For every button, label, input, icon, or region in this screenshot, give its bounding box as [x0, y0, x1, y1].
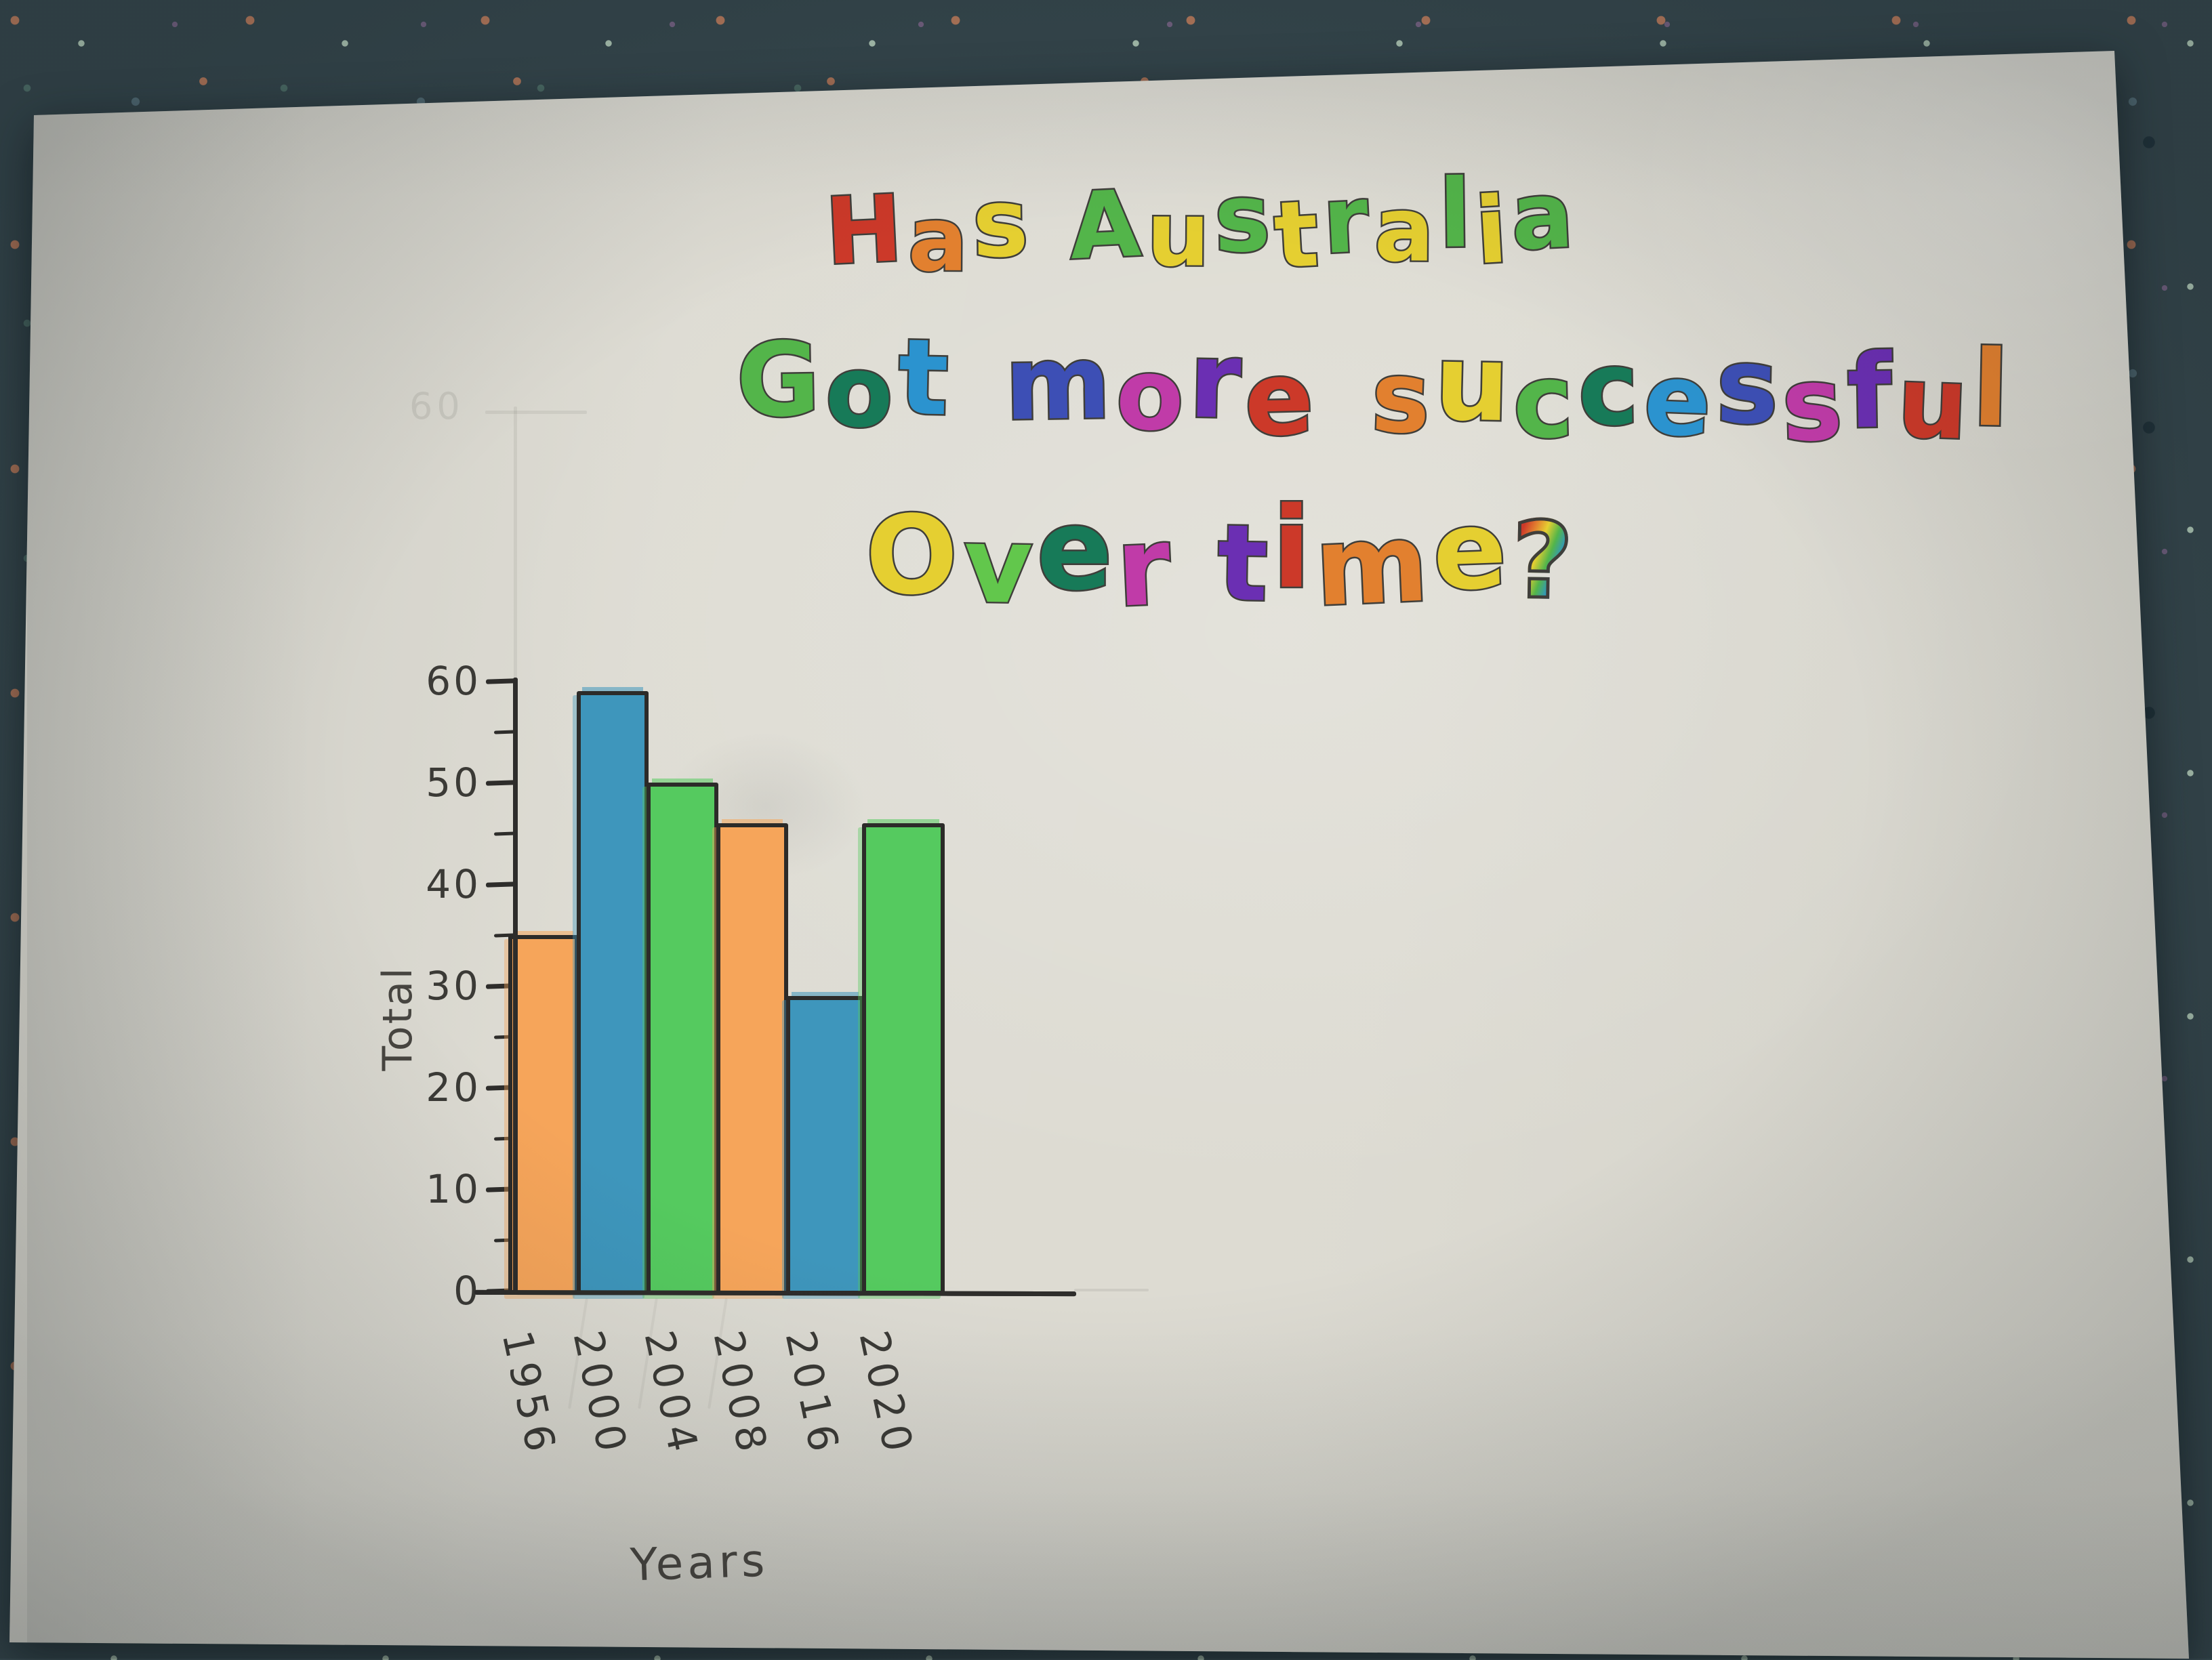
title-letter: a: [1374, 185, 1434, 274]
faint-pencil-xaxis-extension: [1074, 1289, 1149, 1291]
y-axis-line-overdraw: [513, 678, 518, 1294]
y-tick-major: [486, 881, 516, 888]
title-letter: i: [1273, 493, 1311, 604]
title-letter: a: [1509, 169, 1575, 263]
x-tick-label: 2004: [635, 1327, 708, 1461]
y-tick-major: [486, 780, 516, 786]
title-letter: t: [1216, 510, 1269, 616]
y-tick-label: 60: [380, 655, 481, 707]
bar-2020: [862, 823, 945, 1295]
x-tick-label: 2020: [850, 1327, 923, 1461]
title-letter: t: [897, 325, 949, 431]
bar-2000: [577, 691, 649, 1295]
title-word-space: [1318, 441, 1366, 442]
title-letter: H: [823, 183, 904, 278]
title-letter: v: [963, 512, 1033, 619]
x-tick-label: 1956: [493, 1327, 566, 1461]
title-letter: r: [1188, 329, 1242, 434]
title-letter: f: [1847, 341, 1893, 443]
bar-1956: [508, 935, 579, 1295]
title-letter: r: [1114, 512, 1172, 622]
title-letter: s: [1781, 354, 1844, 457]
bar-2016: [786, 996, 864, 1295]
faint-pencil-60: 60: [409, 385, 464, 428]
x-tick-label: 2008: [704, 1327, 777, 1461]
title-letter: m: [1004, 332, 1111, 435]
faint-pencil-y-extension: [514, 407, 517, 684]
title-letter: G: [736, 329, 821, 432]
y-tick-label: 50: [380, 757, 481, 808]
bar-2004: [647, 783, 718, 1295]
y-tick-label: 10: [380, 1163, 481, 1215]
title-letter: e: [1431, 495, 1508, 606]
y-tick-major: [486, 678, 516, 684]
title-letter: u: [1896, 353, 1969, 454]
title-letter: u: [1147, 190, 1210, 278]
title-letter: A: [1068, 178, 1143, 273]
title-letter: l: [1972, 337, 2010, 442]
title-letter: s: [1214, 171, 1271, 266]
title-letter: ?: [1511, 507, 1574, 614]
title-letter: o: [1115, 345, 1186, 446]
paper-shade-left: [27, 102, 312, 1660]
y-tick-label: 20: [380, 1062, 481, 1113]
title-letter: c: [1512, 351, 1575, 454]
faint-pencil-top-tick: [485, 411, 587, 414]
paper-shade-bottom: [0, 1491, 2212, 1659]
title-letter: m: [1313, 508, 1431, 621]
bar-2008: [716, 823, 788, 1295]
title-letter: e: [1642, 350, 1713, 451]
title-letter: l: [1438, 167, 1471, 262]
title-letter: s: [1715, 334, 1780, 440]
y-tick-label: 30: [380, 960, 481, 1012]
title-letter: O: [864, 500, 960, 612]
title-letter: e: [1244, 348, 1315, 451]
title-letter: i: [1473, 184, 1510, 277]
title-letter: u: [1434, 331, 1511, 437]
y-tick-label: 40: [380, 858, 481, 910]
x-tick-label: 2000: [564, 1327, 637, 1461]
title-letter: s: [1370, 348, 1432, 449]
x-axis-title: Years: [630, 1534, 770, 1591]
x-tick-label: 2016: [776, 1327, 849, 1461]
title-letter: a: [908, 195, 968, 284]
title-letter: s: [972, 176, 1029, 271]
title-letter: c: [1578, 338, 1639, 440]
title-letter: r: [1321, 173, 1370, 267]
title-letter: e: [1037, 494, 1113, 606]
x-axis-line-overdraw: [474, 1290, 1076, 1296]
title-letter: t: [1272, 188, 1321, 281]
title-letter: o: [824, 342, 895, 443]
y-tick-label: 0: [380, 1265, 481, 1316]
